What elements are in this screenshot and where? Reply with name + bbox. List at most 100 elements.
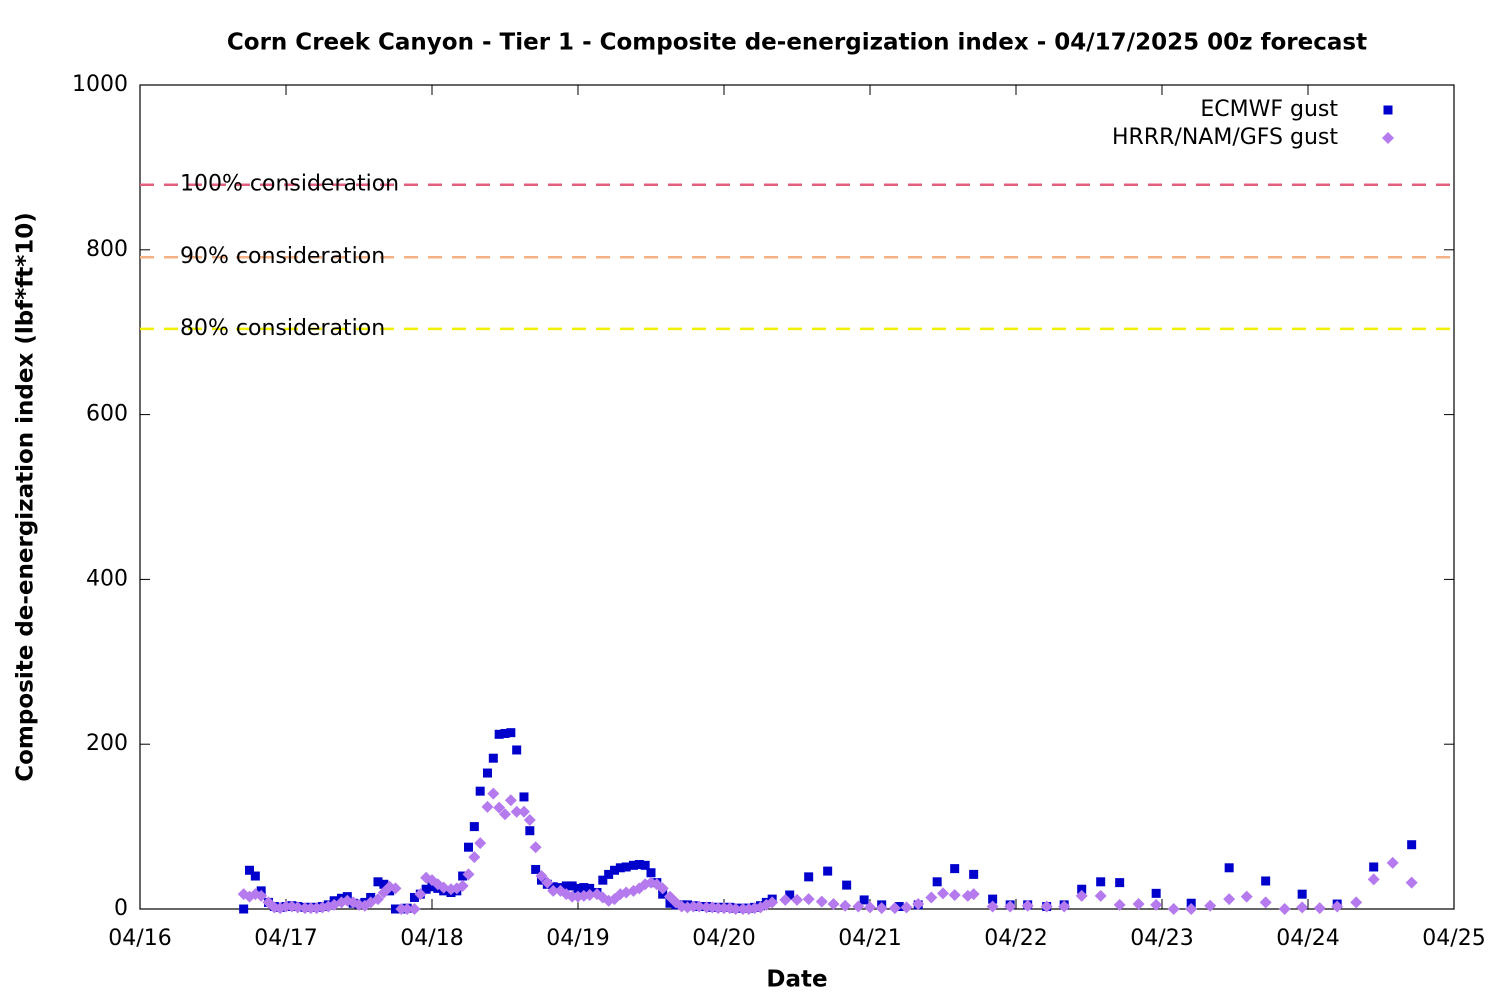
data-point (493, 801, 506, 814)
data-point (766, 896, 779, 909)
data-point (598, 875, 608, 885)
y-tick-label: 1000 (72, 72, 128, 97)
data-point (1386, 856, 1399, 869)
data-point (573, 883, 583, 893)
data-point (827, 898, 840, 911)
data-point (462, 868, 475, 881)
data-point (925, 891, 938, 904)
data-point (967, 888, 980, 901)
data-point (1261, 876, 1271, 886)
data-point (481, 800, 494, 813)
data-point (379, 879, 389, 889)
data-point (1096, 877, 1106, 887)
data-point (604, 869, 614, 879)
data-point (665, 898, 675, 908)
x-tick-label: 04/23 (1130, 926, 1193, 951)
x-tick-label: 04/19 (546, 926, 609, 951)
data-point (791, 893, 803, 906)
data-point (1167, 903, 1180, 915)
data-point (531, 864, 541, 874)
data-point (1094, 889, 1107, 902)
data-point (1077, 884, 1087, 894)
threshold-label: 90% consideration (180, 244, 385, 269)
data-point (458, 871, 468, 881)
data-point (1040, 900, 1053, 913)
data-point (615, 863, 625, 873)
data-point (932, 877, 942, 887)
data-point (1223, 893, 1236, 906)
data-point (888, 902, 901, 915)
data-point (1021, 899, 1034, 912)
data-point (1132, 898, 1145, 911)
data-point (802, 893, 815, 906)
data-point (468, 851, 481, 864)
data-point (500, 728, 510, 738)
data-point (456, 879, 469, 892)
x-tick-label: 04/17 (254, 926, 317, 951)
data-point (815, 895, 828, 908)
data-point (1331, 900, 1344, 913)
data-point (864, 901, 876, 914)
data-point (414, 888, 427, 901)
data-point (785, 890, 795, 900)
x-axis-label: Date (766, 967, 827, 993)
data-point (988, 894, 998, 904)
data-point (371, 893, 384, 906)
data-point (512, 745, 522, 755)
data-point (525, 826, 535, 836)
data-point (1240, 890, 1253, 903)
data-point (487, 787, 500, 800)
y-tick-label: 200 (86, 731, 128, 756)
data-point (409, 892, 419, 902)
data-point (250, 871, 260, 881)
data-point (912, 898, 925, 911)
data-point (474, 837, 487, 850)
data-point (804, 872, 814, 882)
y-tick-label: 0 (114, 896, 128, 921)
data-point (529, 841, 542, 854)
data-point (464, 842, 473, 852)
data-point (488, 753, 498, 763)
data-point (628, 860, 638, 870)
data-point (656, 882, 669, 895)
x-tick-label: 04/21 (838, 926, 901, 951)
data-point (541, 876, 554, 889)
data-point (1151, 888, 1161, 898)
x-tick-label: 04/24 (1276, 926, 1339, 951)
data-point (969, 869, 979, 879)
data-point (950, 864, 960, 874)
data-point (1113, 898, 1126, 911)
data-point (1150, 898, 1163, 911)
data-point (1058, 900, 1071, 913)
data-point (986, 900, 999, 913)
data-point (610, 865, 619, 875)
data-point (1278, 903, 1291, 915)
data-point (245, 865, 254, 875)
chart-title: Corn Creek Canyon - Tier 1 - Composite d… (227, 30, 1367, 56)
data-point (1313, 902, 1326, 915)
data-point (519, 792, 529, 802)
data-point (875, 902, 888, 915)
threshold-label: 100% consideration (180, 172, 399, 197)
data-point (401, 903, 414, 915)
data-point (937, 887, 949, 900)
data-point (494, 729, 504, 739)
x-tick-label: 04/22 (984, 926, 1047, 951)
legend-label: ECMWF gust (1200, 97, 1338, 122)
data-point (567, 881, 577, 891)
data-point (373, 877, 383, 887)
data-point (585, 883, 595, 893)
data-point (510, 805, 523, 818)
data-point (1115, 878, 1125, 888)
data-point (1075, 889, 1088, 902)
data-point (517, 805, 530, 818)
legend-label: HRRR/NAM/GFS gust (1112, 125, 1338, 150)
data-point (239, 904, 249, 914)
data-point (427, 882, 437, 892)
plot-frame (139, 84, 1455, 910)
data-point (475, 786, 485, 796)
data-point (506, 728, 516, 738)
data-point (1407, 840, 1417, 850)
data-point (1224, 863, 1234, 873)
data-point (482, 768, 492, 778)
